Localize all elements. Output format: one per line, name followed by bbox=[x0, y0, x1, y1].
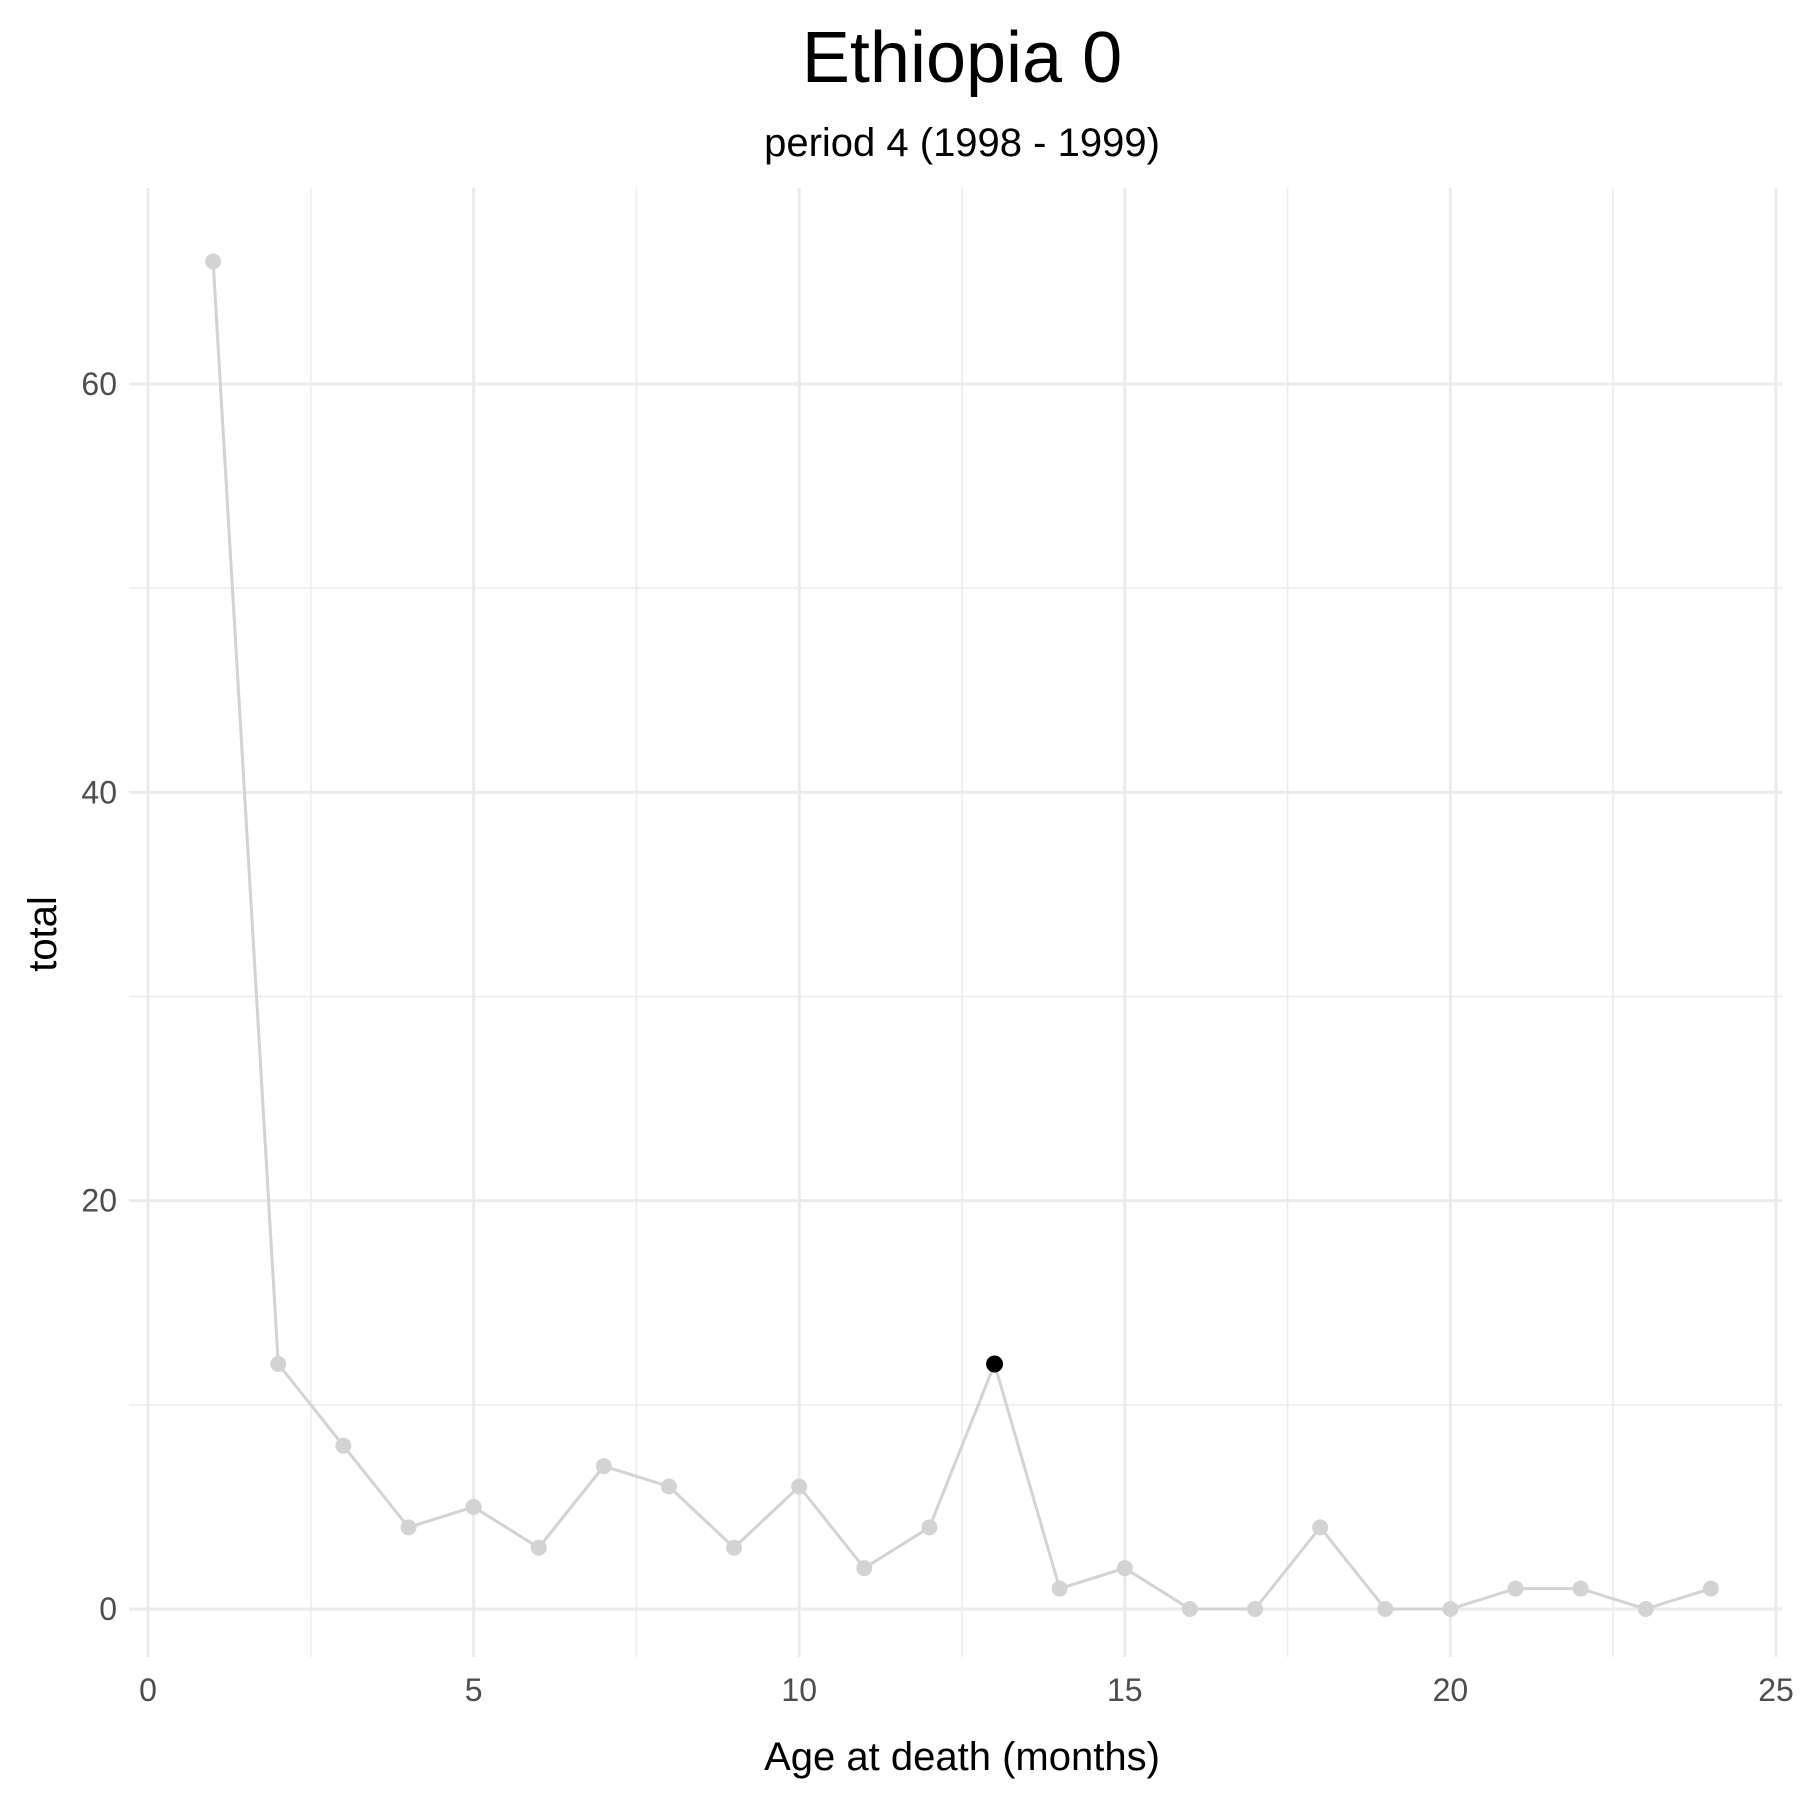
y-tick-label: 60 bbox=[81, 366, 117, 402]
y-tick-label: 0 bbox=[99, 1591, 117, 1627]
data-point bbox=[921, 1519, 938, 1536]
data-point bbox=[205, 253, 222, 270]
x-axis-title: Age at death (months) bbox=[764, 1735, 1160, 1779]
grid-major bbox=[129, 188, 1782, 1657]
series-line bbox=[211, 261, 1712, 1611]
data-point bbox=[1702, 1580, 1719, 1597]
x-tick-label: 15 bbox=[1107, 1672, 1143, 1708]
data-point bbox=[1442, 1601, 1459, 1617]
data-point bbox=[530, 1539, 547, 1556]
data-point bbox=[1507, 1580, 1524, 1597]
data-point bbox=[1051, 1580, 1068, 1597]
chart-subtitle: period 4 (1998 - 1999) bbox=[764, 121, 1160, 165]
data-point bbox=[1181, 1601, 1198, 1617]
data-point bbox=[1377, 1601, 1394, 1617]
data-point bbox=[335, 1437, 352, 1454]
y-tick-label: 20 bbox=[81, 1183, 117, 1219]
data-point bbox=[1116, 1560, 1133, 1577]
x-tick-label: 25 bbox=[1758, 1672, 1794, 1708]
chart-title: Ethiopia 0 bbox=[802, 18, 1122, 98]
data-point bbox=[726, 1539, 743, 1556]
series-layer bbox=[205, 253, 1719, 1617]
data-point bbox=[791, 1478, 808, 1495]
data-point bbox=[1312, 1519, 1329, 1536]
highlighted-point bbox=[986, 1355, 1004, 1373]
y-axis-title: total bbox=[21, 896, 65, 972]
data-point bbox=[856, 1560, 873, 1577]
x-tick-label: 0 bbox=[139, 1672, 157, 1708]
x-tick-label: 20 bbox=[1433, 1672, 1469, 1708]
data-point bbox=[1572, 1580, 1589, 1597]
x-tick-label: 10 bbox=[781, 1672, 817, 1708]
data-point bbox=[270, 1356, 287, 1372]
x-tick-label: 5 bbox=[465, 1672, 483, 1708]
data-point bbox=[660, 1478, 677, 1495]
tick-labels: 0 5 10 15 20 25 0 20 40 60 bbox=[81, 366, 1793, 1708]
data-point bbox=[465, 1498, 482, 1515]
data-point bbox=[400, 1519, 417, 1536]
grid-minor bbox=[129, 188, 1782, 1657]
data-point bbox=[595, 1458, 612, 1475]
data-point bbox=[1637, 1601, 1654, 1617]
y-tick-label: 40 bbox=[81, 774, 117, 810]
data-point bbox=[1247, 1601, 1264, 1617]
